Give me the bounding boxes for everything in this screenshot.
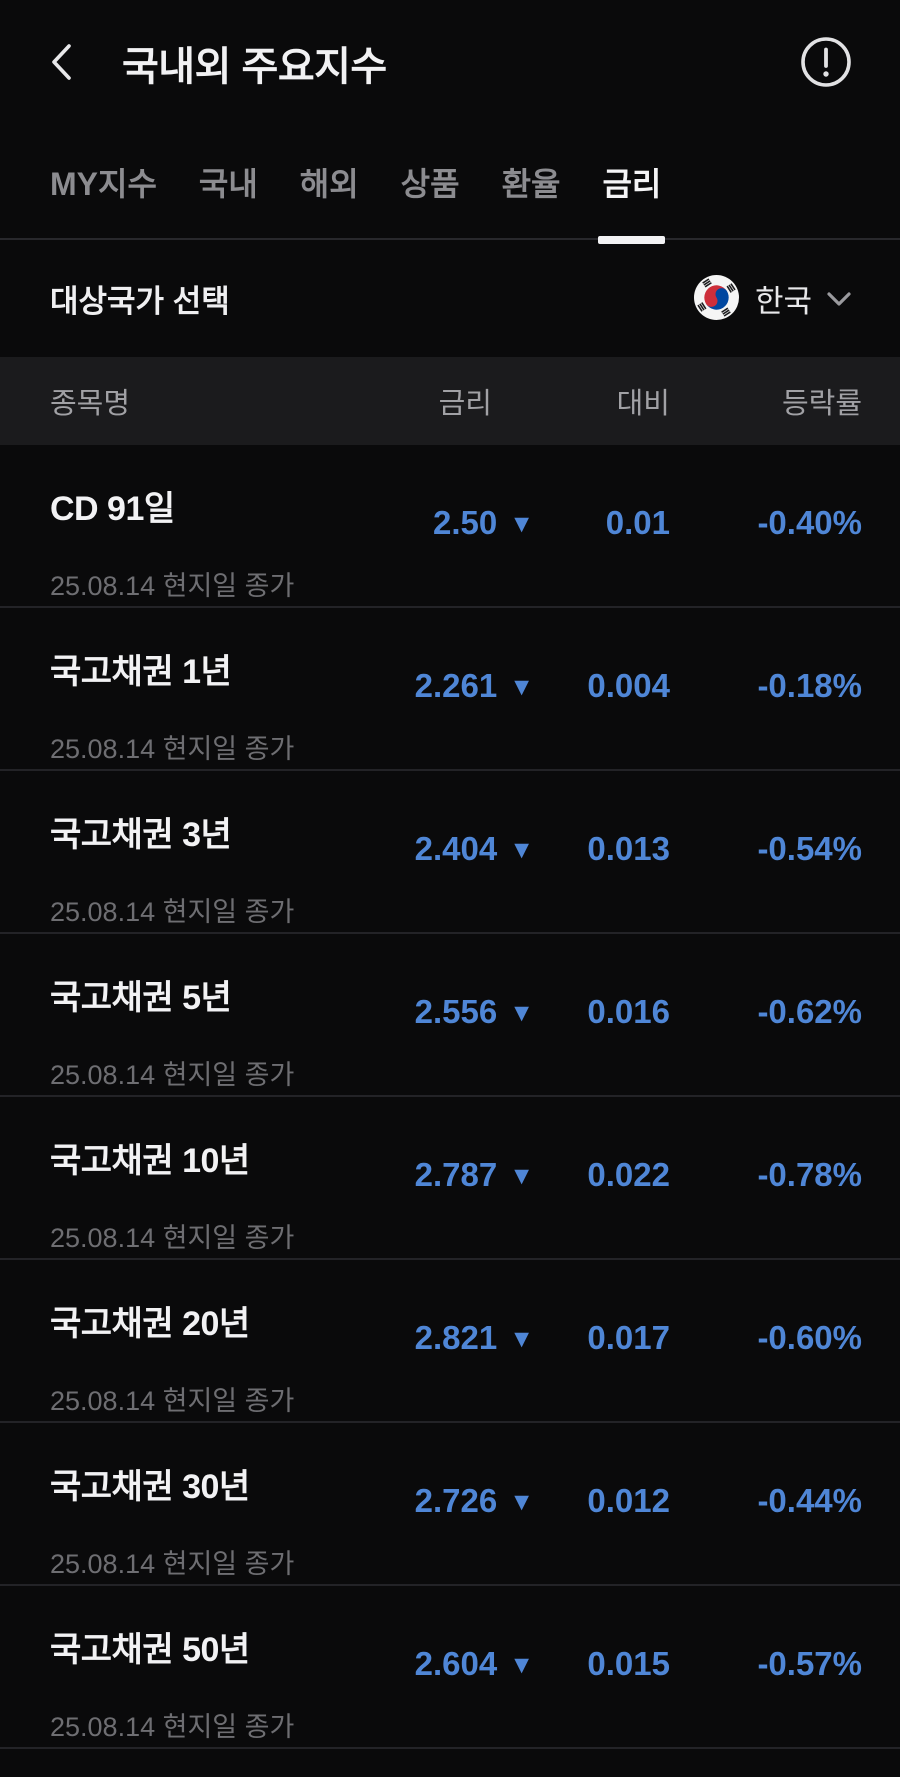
change-percent: -0.54%: [757, 830, 862, 867]
south-korea-flag-icon: [693, 274, 739, 323]
table-row[interactable]: CD 91일 2.50 ▼ 0.01 -0.40% 25.08.14 현지일 종가: [0, 445, 900, 608]
change-value: 0.012: [587, 1482, 670, 1519]
triangle-down-icon: ▼: [509, 999, 534, 1027]
date-note: 25.08.14 현지일 종가: [50, 897, 295, 927]
rate-value: 2.604: [414, 1645, 498, 1682]
date-note: 25.08.14 현지일 종가: [50, 1386, 295, 1416]
page-title: 국내외 주요지수: [122, 45, 387, 89]
change-percent: -0.57%: [757, 1645, 862, 1682]
tab-bar: MY지수 국내 해외 상품 환율 금리: [0, 165, 900, 244]
instrument-name: 국고채권 10년: [50, 1142, 250, 1180]
tab-domestic[interactable]: 국내: [198, 166, 258, 202]
rate-value: 2.787: [414, 1156, 498, 1193]
info-icon: [800, 36, 852, 91]
change-percent: -0.40%: [757, 504, 862, 541]
instrument-name: CD 91일: [50, 490, 175, 528]
table-header: 종목명 금리 대비 등락률: [0, 357, 900, 445]
country-selector-row: 대상국가 선택: [0, 240, 900, 357]
table-row[interactable]: 국고채권 5년 2.556 ▼ 0.016 -0.62% 25.08.14 현지일…: [0, 934, 900, 1097]
change-percent: -0.62%: [757, 993, 862, 1030]
rate-value: 2.556: [414, 993, 498, 1030]
date-note: 25.08.14 현지일 종가: [50, 571, 295, 601]
chevron-left-icon: [50, 43, 72, 84]
column-header-change-pct: 등락률: [781, 388, 862, 420]
change-percent: -0.78%: [757, 1156, 862, 1193]
instrument-name: 국고채권 3년: [50, 816, 232, 854]
date-note: 25.08.14 현지일 종가: [50, 1712, 295, 1742]
chevron-down-icon: [826, 291, 852, 307]
country-select-button[interactable]: 한국: [693, 274, 852, 323]
tab-my-index[interactable]: MY지수: [50, 166, 157, 202]
table-row[interactable]: 국고채권 1년 2.261 ▼ 0.004 -0.18% 25.08.14 현지일…: [0, 608, 900, 771]
rate-value: 2.821: [414, 1319, 498, 1356]
info-button[interactable]: [800, 36, 852, 91]
rate-value: 2.726: [414, 1482, 498, 1519]
rate-value: 2.50: [433, 504, 498, 541]
change-value: 0.015: [587, 1645, 670, 1682]
triangle-down-icon: ▼: [509, 1651, 534, 1679]
change-value: 0.016: [587, 993, 670, 1030]
instrument-name: 국고채권 50년: [50, 1631, 250, 1669]
triangle-down-icon: ▼: [509, 673, 534, 701]
tab-rates[interactable]: 금리: [598, 166, 666, 244]
change-value: 0.022: [587, 1156, 670, 1193]
change-value: 0.004: [587, 667, 670, 704]
tab-overseas[interactable]: 해외: [299, 166, 359, 202]
tab-fx[interactable]: 환율: [501, 166, 561, 202]
change-percent: -0.44%: [757, 1482, 862, 1519]
triangle-down-icon: ▼: [509, 1162, 534, 1190]
selected-country-label: 한국: [754, 284, 812, 319]
triangle-down-icon: ▼: [509, 1488, 534, 1516]
instrument-name: 국고채권 5년: [50, 979, 232, 1017]
triangle-down-icon: ▼: [509, 836, 534, 864]
tab-commodity[interactable]: 상품: [400, 166, 460, 202]
date-note: 25.08.14 현지일 종가: [50, 1549, 295, 1579]
rate-value: 2.404: [414, 830, 498, 867]
rates-table-body: CD 91일 2.50 ▼ 0.01 -0.40% 25.08.14 현지일 종가…: [0, 445, 900, 1749]
change-value: 0.013: [587, 830, 670, 867]
country-selector-label: 대상국가 선택: [50, 284, 230, 319]
table-row[interactable]: 국고채권 30년 2.726 ▼ 0.012 -0.44% 25.08.14 현지…: [0, 1423, 900, 1586]
change-percent: -0.60%: [757, 1319, 862, 1356]
change-percent: -0.18%: [757, 667, 862, 704]
triangle-down-icon: ▼: [509, 510, 534, 538]
date-note: 25.08.14 현지일 종가: [50, 734, 295, 764]
back-button[interactable]: [50, 43, 72, 84]
triangle-down-icon: ▼: [509, 1325, 534, 1353]
table-row[interactable]: 국고채권 50년 2.604 ▼ 0.015 -0.57% 25.08.14 현지…: [0, 1586, 900, 1749]
instrument-name: 국고채권 30년: [50, 1468, 250, 1506]
table-row[interactable]: 국고채권 20년 2.821 ▼ 0.017 -0.60% 25.08.14 현지…: [0, 1260, 900, 1423]
date-note: 25.08.14 현지일 종가: [50, 1223, 295, 1253]
column-header-change: 대비: [616, 388, 670, 420]
instrument-name: 국고채권 20년: [50, 1305, 250, 1343]
change-value: 0.01: [605, 504, 670, 541]
instrument-name: 국고채권 1년: [50, 653, 232, 691]
change-value: 0.017: [587, 1319, 670, 1356]
date-note: 25.08.14 현지일 종가: [50, 1060, 295, 1090]
column-header-name: 종목명: [50, 388, 131, 420]
rate-value: 2.261: [414, 667, 498, 704]
table-row[interactable]: 국고채권 3년 2.404 ▼ 0.013 -0.54% 25.08.14 현지일…: [0, 771, 900, 934]
column-header-rate: 금리: [438, 388, 492, 420]
table-row[interactable]: 국고채권 10년 2.787 ▼ 0.022 -0.78% 25.08.14 현지…: [0, 1097, 900, 1260]
app-header: 국내외 주요지수: [0, 0, 900, 90]
